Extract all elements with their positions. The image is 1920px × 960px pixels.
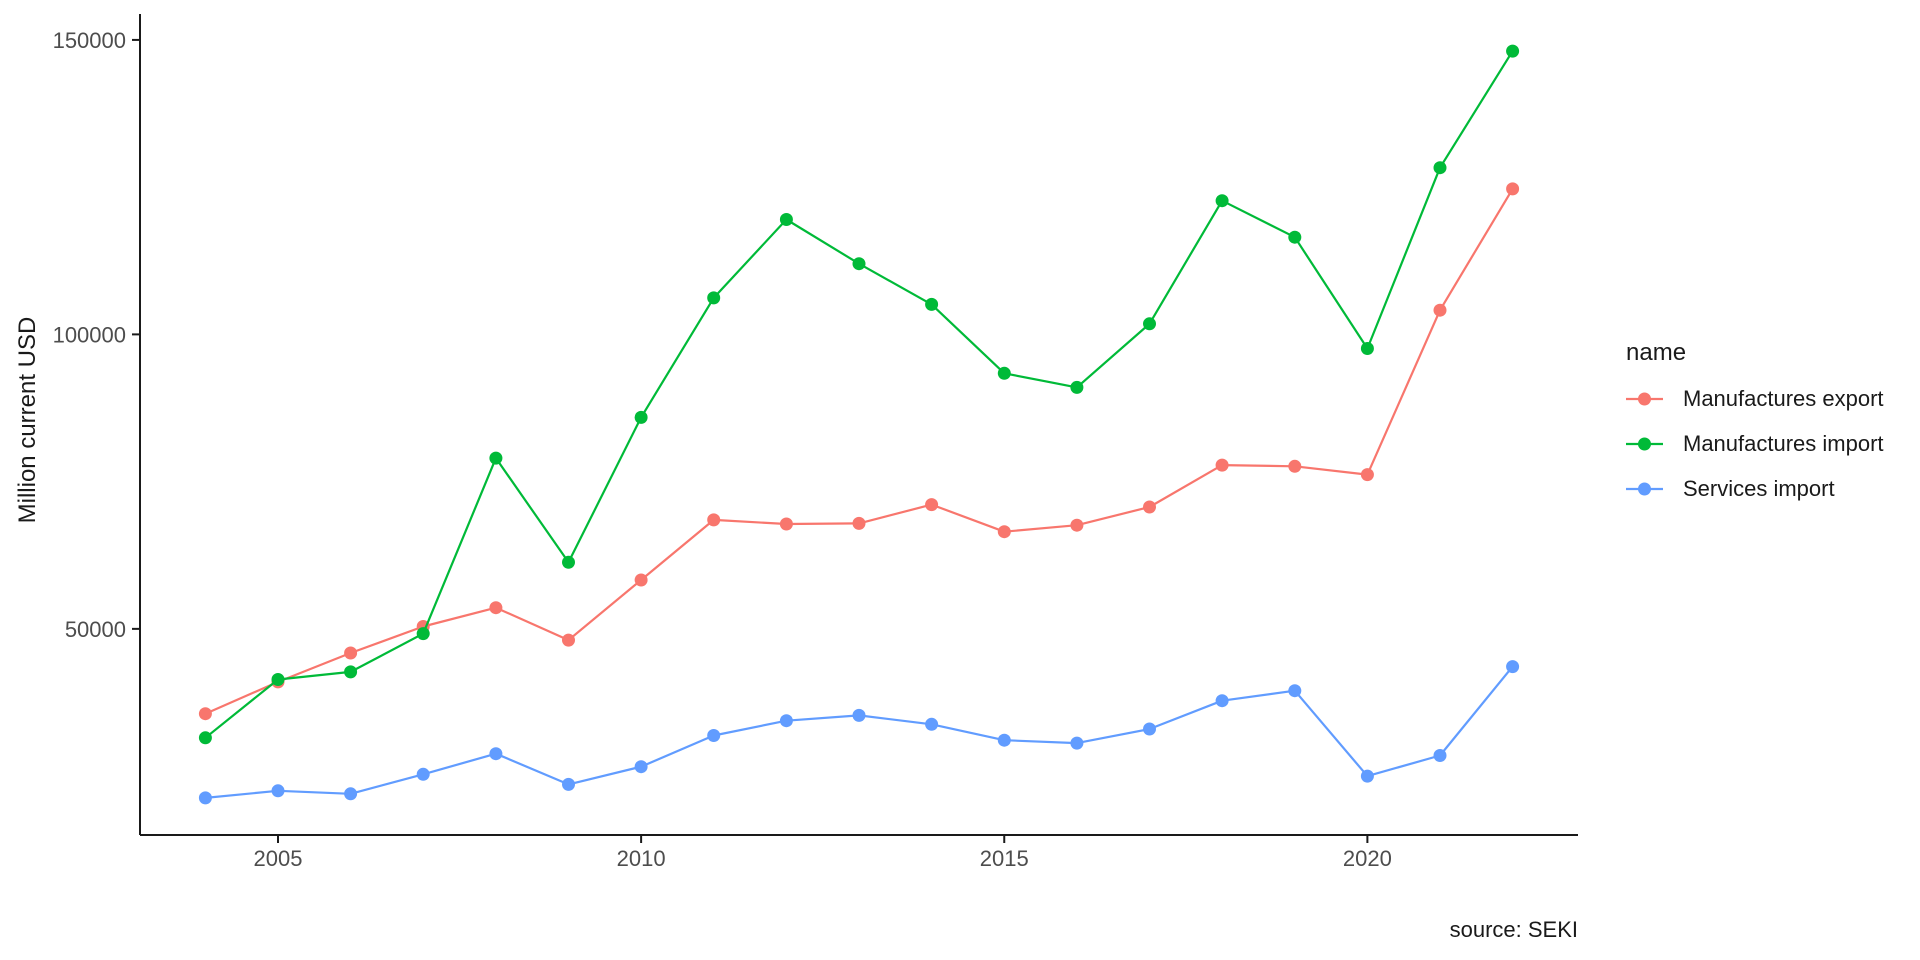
legend-title: name (1626, 339, 1687, 366)
data-point (925, 297, 939, 311)
x-tick-label: 2005 (254, 846, 303, 871)
data-point (1433, 303, 1447, 317)
y-tick-label: 50000 (65, 617, 126, 642)
data-point (198, 791, 212, 805)
data-point (1360, 769, 1374, 783)
data-point (1433, 161, 1447, 175)
data-point (489, 747, 503, 761)
x-tick-label: 2020 (1343, 846, 1392, 871)
x-tick-label: 2010 (617, 846, 666, 871)
data-point (1288, 684, 1302, 698)
data-point (634, 760, 648, 774)
data-point (1215, 194, 1229, 208)
data-point (852, 708, 866, 722)
data-point (1215, 694, 1229, 708)
data-point (1215, 458, 1229, 472)
legend-item-label: Manufactures export (1683, 385, 1884, 411)
data-point (634, 573, 648, 587)
data-point (1143, 317, 1156, 331)
data-point (1070, 736, 1084, 750)
data-point (489, 451, 503, 465)
data-point (416, 627, 430, 641)
data-point (344, 787, 358, 801)
data-point (925, 498, 939, 512)
data-point (997, 733, 1011, 747)
y-tick-label: 150000 (53, 28, 126, 53)
data-point (779, 517, 793, 531)
legend-key-icon (1626, 392, 1663, 405)
data-point (1143, 500, 1156, 514)
series-line (204, 665, 1514, 800)
data-point (997, 525, 1011, 539)
data-point (779, 714, 793, 728)
legend-key-icon (1626, 437, 1663, 450)
data-point (1360, 342, 1374, 355)
legend-item-label: Manufactures import (1683, 430, 1884, 456)
data-point (344, 646, 358, 660)
data-point (1433, 749, 1447, 762)
legend: name Manufactures export Manufactures imp… (1626, 338, 1884, 511)
data-point (271, 673, 285, 686)
data-point (1360, 468, 1374, 482)
source-caption: source: SEKI (1449, 917, 1578, 942)
legend-item: Manufactures import (1626, 421, 1884, 466)
data-point (852, 257, 866, 271)
data-point (489, 601, 503, 615)
data-point (925, 717, 939, 731)
data-point (1506, 182, 1520, 196)
data-point (707, 729, 721, 742)
data-point (1143, 722, 1156, 736)
x-tick-label: 2015 (980, 846, 1029, 871)
data-point (344, 665, 358, 679)
data-point (852, 516, 866, 530)
legend-item: Manufactures export (1626, 376, 1884, 421)
data-point (562, 633, 575, 647)
data-point (1070, 380, 1084, 394)
data-point (707, 291, 721, 305)
data-point (707, 513, 721, 527)
legend-key-icon (1626, 482, 1663, 495)
data-point (562, 777, 575, 791)
data-point (1070, 518, 1084, 532)
y-axis-title: Million current USD (14, 316, 41, 524)
data-point (198, 731, 212, 745)
legend-item-label: Services import (1683, 475, 1835, 501)
data-point (1288, 230, 1302, 244)
data-point (416, 767, 430, 781)
data-point (1506, 44, 1520, 58)
data-point (1288, 459, 1302, 473)
legend-items: Manufactures export Manufactures import Se… (1626, 376, 1884, 511)
data-point (997, 366, 1011, 380)
data-point (1506, 660, 1520, 674)
data-point (779, 213, 793, 226)
data-point (634, 410, 648, 424)
data-point (562, 555, 575, 569)
legend-item: Services import (1626, 466, 1884, 511)
data-point (198, 707, 212, 721)
y-tick-label: 100000 (53, 322, 126, 347)
data-point (271, 784, 285, 798)
